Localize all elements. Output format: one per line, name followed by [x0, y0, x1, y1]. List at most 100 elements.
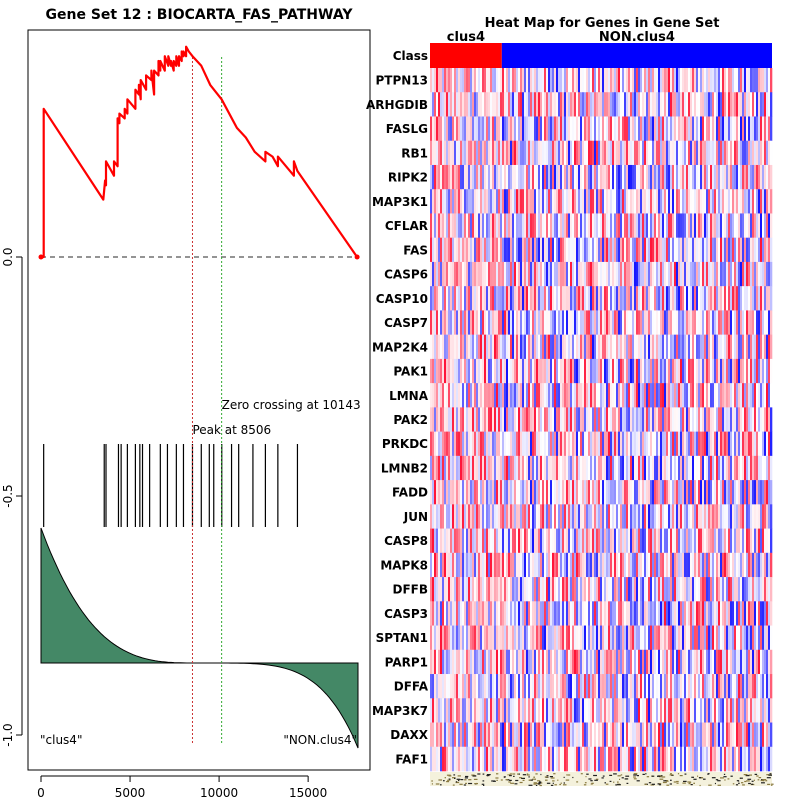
heat-cell: [706, 68, 709, 93]
heat-cell: [690, 504, 693, 529]
heat-cell: [526, 674, 529, 699]
heat-cell: [434, 286, 437, 311]
heat-cell: [444, 431, 447, 457]
heat-cell: [688, 68, 691, 93]
heat-cell: [766, 383, 769, 408]
heat-cell: [446, 649, 449, 675]
heat-cell: [550, 237, 553, 263]
heat-cell: [752, 698, 755, 723]
heat-cell: [670, 261, 673, 287]
heat-cell: [624, 431, 627, 457]
heat-cell: [482, 698, 485, 723]
heat-cell: [496, 237, 499, 263]
heat-cell: [430, 577, 433, 602]
heat-cell: [462, 480, 465, 505]
heat-cell: [436, 746, 439, 772]
heat-cell: [566, 68, 569, 93]
heat-cell: [642, 358, 645, 384]
heat-cell: [456, 722, 459, 748]
heat-cell: [690, 577, 693, 602]
heat-cell: [618, 237, 621, 263]
heat-cell: [468, 674, 471, 699]
heat-cell: [688, 407, 691, 432]
heat-cell: [588, 383, 591, 408]
heat-cell: [714, 334, 717, 360]
heat-cell: [606, 504, 609, 529]
heat-cell: [476, 504, 479, 529]
heat-cell: [480, 552, 483, 578]
heat-cell: [434, 431, 437, 457]
heat-cell: [490, 407, 493, 432]
heat-cell: [694, 68, 697, 93]
heat-cell: [690, 649, 693, 675]
heat-cell: [480, 674, 483, 699]
heat-cell: [500, 213, 503, 238]
heat-cell: [472, 431, 475, 457]
heat-cell: [748, 358, 751, 384]
heat-cell: [618, 407, 621, 432]
heat-cell: [756, 577, 759, 602]
heat-cell: [434, 674, 437, 699]
heat-cell: [458, 722, 461, 748]
heat-cell: [752, 528, 755, 554]
heat-cell: [684, 552, 687, 578]
heat-cell: [526, 237, 529, 263]
heat-cell: [548, 601, 551, 626]
heat-cell: [590, 68, 593, 93]
heat-cell: [732, 334, 735, 360]
heat-cell: [496, 746, 499, 772]
heat-cell: [540, 261, 543, 287]
heat-cell: [550, 601, 553, 626]
heat-cell: [678, 116, 681, 142]
heat-cell: [468, 358, 471, 384]
heat-cell: [630, 674, 633, 699]
heat-cell: [492, 746, 495, 772]
heat-cell: [740, 407, 743, 432]
heat-cell: [736, 552, 739, 578]
heat-cell: [526, 431, 529, 457]
heat-cell: [720, 504, 723, 529]
heat-cell: [468, 698, 471, 723]
heat-cell: [530, 649, 533, 675]
heat-cell: [436, 334, 439, 360]
heat-cell: [766, 164, 769, 190]
heat-cell: [526, 116, 529, 142]
heat-cell: [680, 455, 683, 481]
heat-cell: [564, 261, 567, 287]
heat-cell: [582, 189, 585, 214]
heat-cell: [504, 140, 507, 166]
heat-cell: [474, 552, 477, 578]
heat-cell: [474, 601, 477, 626]
heat-cell: [616, 455, 619, 481]
heat-cell: [454, 625, 457, 651]
heat-cell: [758, 431, 761, 457]
heat-cell: [532, 286, 535, 311]
heat-cell: [582, 601, 585, 626]
heat-cell: [702, 164, 705, 190]
heat-cell: [646, 577, 649, 602]
heat-cell: [570, 407, 573, 432]
heat-cell: [756, 504, 759, 529]
heat-cell: [442, 674, 445, 699]
heat-cell: [720, 552, 723, 578]
heat-cell: [622, 698, 625, 723]
heat-cell: [570, 722, 573, 748]
heat-cell: [672, 237, 675, 263]
heat-cell: [698, 286, 701, 311]
heat-cell: [572, 92, 575, 117]
heat-cell: [742, 455, 745, 481]
heat-cell: [458, 407, 461, 432]
heat-cell: [640, 407, 643, 432]
heat-cell: [520, 455, 523, 481]
heat-cell: [612, 407, 615, 432]
heat-cell: [630, 722, 633, 748]
heat-cell: [436, 189, 439, 214]
heat-cell: [666, 407, 669, 432]
heat-cell: [486, 746, 489, 772]
heat-cell: [702, 698, 705, 723]
heat-cell: [602, 213, 605, 238]
heat-cell: [550, 334, 553, 360]
heat-cell: [556, 334, 559, 360]
heat-cell: [632, 164, 635, 190]
heat-cell: [650, 140, 653, 166]
